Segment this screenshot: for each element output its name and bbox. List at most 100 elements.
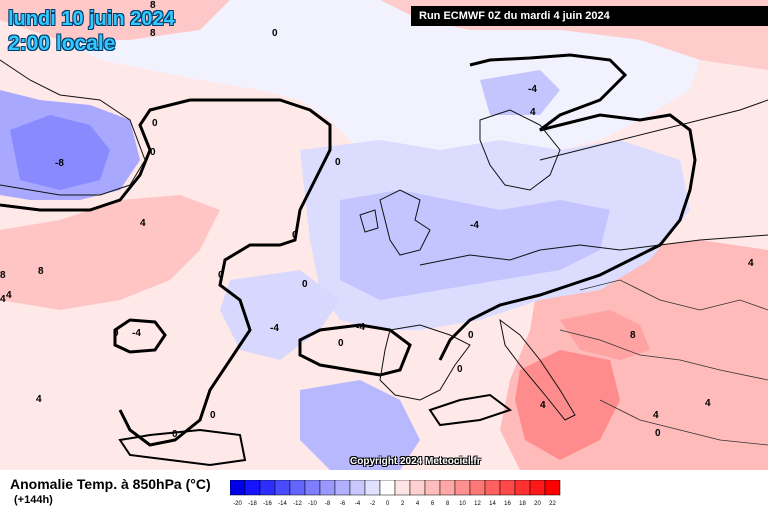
coast-iberia: [379, 324, 471, 401]
coast-ireland: [359, 209, 379, 233]
contour-label: -4: [270, 323, 279, 334]
contour-label: 0: [292, 230, 298, 241]
legend-tick-label: -6: [339, 501, 346, 507]
hot-core-southeast: [515, 350, 620, 460]
legend-tick-label: -14: [278, 501, 287, 507]
contour-label: 0: [150, 147, 156, 158]
contour-label: 8: [630, 330, 636, 341]
contour-label: 4: [748, 258, 754, 269]
hot-core-balkans: [560, 310, 650, 360]
legend-swatch: [244, 480, 261, 496]
contour-zero-east: [438, 53, 697, 361]
legend-swatch: [469, 480, 486, 496]
legend-swatch: [394, 480, 411, 496]
legend-swatch: [364, 480, 381, 496]
contour-label: 8: [0, 270, 6, 281]
forecast-date: lundi 10 juin 2024: [8, 8, 175, 30]
legend-swatch: [439, 480, 456, 496]
legend-swatch: [274, 480, 291, 496]
contour-zero-azores: [298, 323, 412, 377]
contour-label: 4: [705, 398, 711, 409]
legend-tick-label: -4: [354, 501, 361, 507]
legend-swatch: [454, 480, 471, 496]
anomaly-map: 8 8 0 0 -8 0 0 -4 4 4 0 0 0 0 -4 -4 -4 0…: [0, 0, 768, 470]
legend-tick-label: 10: [459, 501, 466, 507]
coast-britain: [379, 189, 431, 256]
cool-zone-north: [60, 0, 700, 170]
cold-zone-norway-sea: [480, 70, 560, 115]
contour-label: 0: [335, 157, 341, 168]
contour-zero-south: [118, 428, 247, 467]
contour-label: -4: [132, 328, 141, 339]
contour-label: 0: [302, 279, 308, 290]
contour-label: 0: [210, 410, 216, 421]
contour-zero-islet: [113, 318, 167, 354]
legend-tick-label: -20: [233, 501, 242, 507]
legend-swatch: [319, 480, 336, 496]
contour-label: 0: [457, 364, 463, 375]
contour-label: 0: [468, 330, 474, 341]
legend-swatch: [289, 480, 306, 496]
legend-tick-label: -2: [369, 501, 376, 507]
legend-swatch: [514, 480, 531, 496]
coast-north-europe: [419, 234, 768, 266]
contour-label: 0: [152, 118, 158, 129]
contour-label: 0: [655, 428, 661, 439]
legend-tick-label: -8: [324, 501, 331, 507]
legend-tick-label: 16: [504, 501, 511, 507]
contour-label: 8: [150, 0, 156, 11]
legend-swatch: [409, 480, 426, 496]
legend-tick-label: 6: [430, 501, 435, 507]
contour-label: -4: [528, 84, 537, 95]
contour-label: 4: [0, 294, 6, 305]
legend-swatch: [259, 480, 276, 496]
run-banner: Run ECMWF 0Z du mardi 4 juin 2024: [411, 6, 768, 26]
contour-label: 4: [653, 410, 659, 421]
contour-label: 0: [272, 28, 278, 39]
legend-tick-label: 8: [445, 501, 450, 507]
contour-label: 8: [38, 266, 44, 277]
legend-swatch: [349, 480, 366, 496]
legend-swatch: [529, 480, 546, 496]
copyright-text: Copyright 2024 Meteociel.fr: [350, 456, 481, 467]
legend-tick-label: -12: [293, 501, 302, 507]
contour-label: -8: [55, 158, 64, 169]
legend-tick-label: 12: [474, 501, 481, 507]
contour-label: 0: [113, 328, 119, 339]
legend-tick-label: 14: [489, 501, 496, 507]
legend-swatch: [424, 480, 441, 496]
cold-core-greenland: [10, 115, 110, 190]
legend-swatch: [334, 480, 351, 496]
legend-tick-label: 18: [519, 501, 526, 507]
legend-tick-label: -16: [263, 501, 272, 507]
coast-greenland: [0, 59, 146, 196]
cold-zone-north-sea: [340, 190, 610, 300]
map-area: 8 8 0 0 -8 0 0 -4 4 4 0 0 0 0 -4 -4 -4 0…: [0, 0, 768, 470]
legend-swatch: [484, 480, 501, 496]
legend-tick-label: -10: [308, 501, 317, 507]
contour-label: 4: [140, 218, 146, 229]
lead-time-label: (+144h): [14, 494, 53, 506]
border-line-2: [559, 329, 768, 381]
legend-swatch: [304, 480, 321, 496]
legend-tick-label: 20: [534, 501, 541, 507]
border-line-1: [579, 279, 768, 311]
cool-zone-atlantic: [220, 270, 340, 360]
contour-label: 4: [6, 290, 12, 301]
coast-italy: [499, 318, 576, 421]
contour-label: 4: [540, 400, 546, 411]
contour-label: 8: [150, 28, 156, 39]
contour-label: 0: [338, 338, 344, 349]
coast-scandinavia: [479, 109, 561, 191]
contour-label: 4: [36, 394, 42, 405]
legend-swatch: [499, 480, 516, 496]
contour-zero-west: [0, 98, 332, 447]
cold-zone-iberia: [300, 380, 420, 470]
legend-tick-label: 0: [385, 501, 390, 507]
contour-label: 0: [172, 429, 178, 440]
contour-zero-med: [428, 393, 513, 427]
legend-tick-label: 4: [415, 501, 420, 507]
contour-label: -4: [470, 220, 479, 231]
contour-label: 0: [218, 270, 224, 281]
color-legend: [230, 480, 561, 496]
